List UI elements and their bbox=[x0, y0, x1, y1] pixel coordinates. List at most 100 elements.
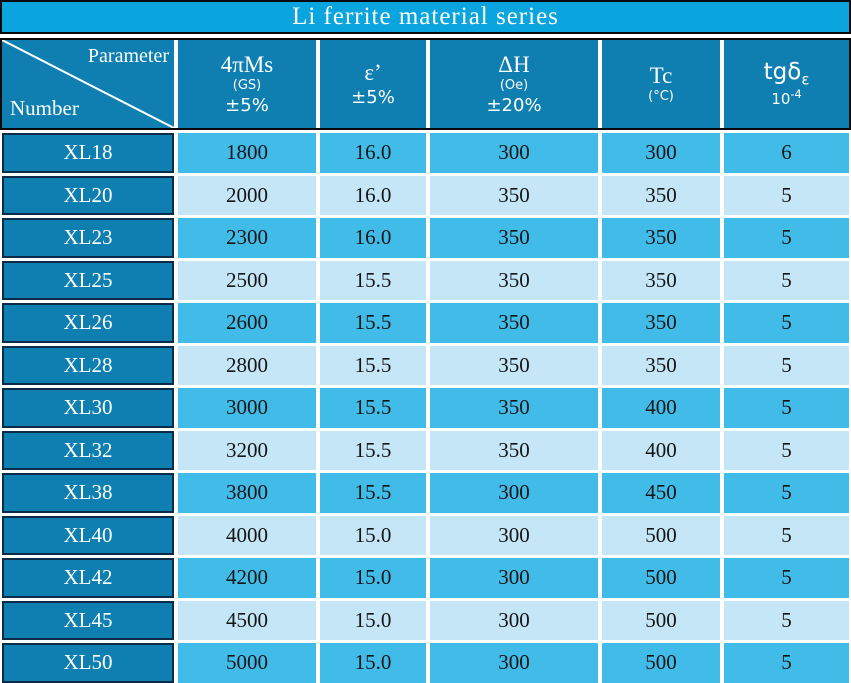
header-scale-label: 10-4 bbox=[771, 88, 802, 109]
data-cell: 300 bbox=[602, 133, 720, 173]
data-cell: 2600 bbox=[178, 303, 316, 343]
data-cell: 15.5 bbox=[320, 260, 426, 300]
scale-exponent: -4 bbox=[790, 88, 802, 102]
header-main-label: Tc bbox=[649, 63, 673, 89]
data-cell: 15.5 bbox=[320, 303, 426, 343]
data-cell: 15.5 bbox=[320, 345, 426, 385]
data-cell: 15.5 bbox=[320, 388, 426, 428]
data-cell: 2800 bbox=[178, 345, 316, 385]
data-cell: 400 bbox=[602, 430, 720, 470]
data-cell: 350 bbox=[430, 303, 598, 343]
data-cell: 500 bbox=[602, 515, 720, 555]
header-cell-tc: Tc (°C) bbox=[602, 40, 720, 128]
data-cell: 5 bbox=[724, 303, 849, 343]
data-cell: 15.0 bbox=[320, 643, 426, 683]
data-cell: 350 bbox=[430, 430, 598, 470]
header-unit-label: (°C) bbox=[648, 89, 674, 105]
table-header-row: Parameter Number 4πMs (GS) ±5% ε’ ±5% ΔH… bbox=[0, 38, 851, 130]
row-number-cell: XL28 bbox=[2, 345, 174, 385]
row-number-cell: XL25 bbox=[2, 260, 174, 300]
header-unit-label: (GS) bbox=[232, 78, 262, 94]
header-cell-tg-delta: tgδε 10-4 bbox=[724, 40, 849, 128]
header-unit-label: (Oe) bbox=[499, 78, 529, 94]
data-cell: 5 bbox=[724, 218, 849, 258]
data-cell: 3800 bbox=[178, 473, 316, 513]
data-cell: 500 bbox=[602, 643, 720, 683]
data-cell: 300 bbox=[430, 600, 598, 640]
data-cell: 5 bbox=[724, 643, 849, 683]
data-cell: 16.0 bbox=[320, 218, 426, 258]
data-cell: 15.5 bbox=[320, 473, 426, 513]
row-number-cell: XL30 bbox=[2, 388, 174, 428]
data-cell: 15.0 bbox=[320, 600, 426, 640]
scale-base: 10 bbox=[771, 90, 791, 109]
header-cell-number-parameter: Parameter Number bbox=[2, 40, 174, 128]
header-cell-4pims: 4πMs (GS) ±5% bbox=[178, 40, 316, 128]
data-cell: 300 bbox=[430, 473, 598, 513]
data-cell: 500 bbox=[602, 600, 720, 640]
data-cell: 5 bbox=[724, 473, 849, 513]
row-number-cell: XL38 bbox=[2, 473, 174, 513]
diagonal-divider-line bbox=[2, 40, 174, 128]
data-cell: 5 bbox=[724, 600, 849, 640]
header-main-label: ΔH bbox=[498, 52, 530, 78]
header-cell-delta-h: ΔH (Oe) ±20% bbox=[430, 40, 598, 128]
data-cell: 5 bbox=[724, 558, 849, 598]
data-cell: 2300 bbox=[178, 218, 316, 258]
row-number-cell: XL18 bbox=[2, 133, 174, 173]
data-cell: 350 bbox=[602, 218, 720, 258]
data-cell: 15.0 bbox=[320, 558, 426, 598]
row-number-cell: XL50 bbox=[2, 643, 174, 683]
data-cell: 450 bbox=[602, 473, 720, 513]
data-cell: 15.0 bbox=[320, 515, 426, 555]
data-cell: 5 bbox=[724, 345, 849, 385]
table-title: Li ferrite material series bbox=[0, 0, 851, 34]
data-cell: 2000 bbox=[178, 175, 316, 215]
data-cell: 350 bbox=[430, 388, 598, 428]
header-cell-epsilon: ε’ ±5% bbox=[320, 40, 426, 128]
data-cell: 350 bbox=[602, 303, 720, 343]
data-cell: 5 bbox=[724, 388, 849, 428]
table-body: XL18 1800 16.0 300 300 6 XL20 2000 16.0 350 350 5 XL… bbox=[0, 133, 851, 683]
row-number-cell: XL40 bbox=[2, 515, 174, 555]
data-cell: 300 bbox=[430, 558, 598, 598]
data-cell: 5000 bbox=[178, 643, 316, 683]
row-number-cell: XL32 bbox=[2, 430, 174, 470]
header-main-label: 4πMs bbox=[220, 52, 274, 78]
data-cell: 5 bbox=[724, 430, 849, 470]
row-number-cell: XL45 bbox=[2, 600, 174, 640]
data-cell: 350 bbox=[602, 260, 720, 300]
data-cell: 350 bbox=[430, 345, 598, 385]
data-cell: 6 bbox=[724, 133, 849, 173]
data-cell: 350 bbox=[430, 260, 598, 300]
data-cell: 5 bbox=[724, 515, 849, 555]
corner-label-number: Number bbox=[10, 96, 79, 121]
header-main-label: ε’ bbox=[364, 60, 382, 86]
data-cell: 350 bbox=[602, 345, 720, 385]
row-number-cell: XL23 bbox=[2, 218, 174, 258]
data-cell: 350 bbox=[602, 175, 720, 215]
corner-label-parameter: Parameter bbox=[87, 45, 169, 67]
header-tolerance-label: ±20% bbox=[486, 94, 542, 116]
header-tolerance-label: ±5% bbox=[351, 86, 395, 108]
data-cell: 3200 bbox=[178, 430, 316, 470]
data-cell: 300 bbox=[430, 643, 598, 683]
data-cell: 2500 bbox=[178, 260, 316, 300]
data-cell: 4500 bbox=[178, 600, 316, 640]
tg-delta-subscript: ε bbox=[801, 70, 810, 89]
data-cell: 5 bbox=[724, 175, 849, 215]
data-cell: 16.0 bbox=[320, 175, 426, 215]
data-cell: 5 bbox=[724, 260, 849, 300]
data-cell: 300 bbox=[430, 515, 598, 555]
row-number-cell: XL20 bbox=[2, 175, 174, 215]
header-main-label: tgδε bbox=[764, 59, 810, 89]
data-cell: 300 bbox=[430, 133, 598, 173]
data-cell: 3000 bbox=[178, 388, 316, 428]
data-cell: 500 bbox=[602, 558, 720, 598]
data-cell: 400 bbox=[602, 388, 720, 428]
header-tolerance-label: ±5% bbox=[225, 94, 269, 116]
data-cell: 1800 bbox=[178, 133, 316, 173]
data-cell: 15.5 bbox=[320, 430, 426, 470]
data-cell: 4200 bbox=[178, 558, 316, 598]
